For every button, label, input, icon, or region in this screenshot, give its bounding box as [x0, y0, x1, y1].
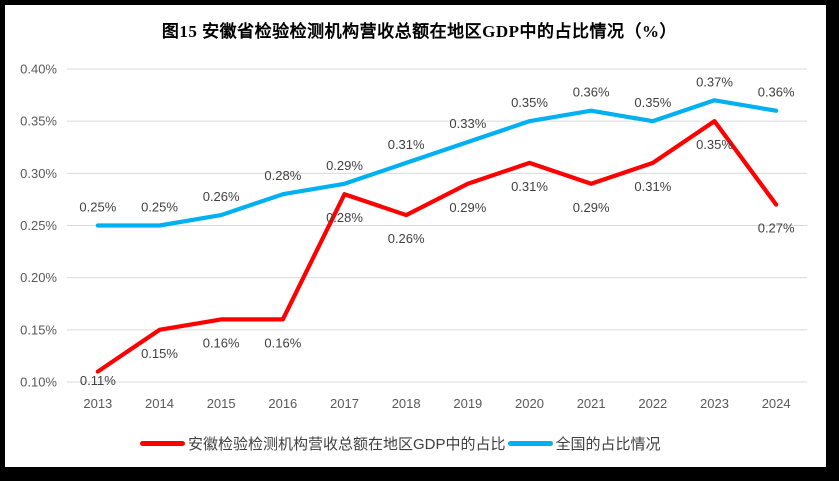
data-label-series-1: 0.36% — [573, 85, 610, 100]
x-axis-tick-label: 2016 — [268, 396, 297, 411]
data-label-series-1: 0.33% — [449, 116, 486, 131]
frame-border-left — [0, 0, 5, 481]
x-axis-tick-label: 2020 — [515, 396, 544, 411]
data-label-series-0: 0.28% — [326, 210, 363, 225]
x-axis-tick-label: 2023 — [700, 396, 729, 411]
y-axis-tick-label: 0.15% — [20, 322, 57, 337]
data-label-series-1: 0.37% — [696, 74, 733, 89]
data-label-series-1: 0.29% — [326, 158, 363, 173]
x-axis-tick-label: 2018 — [392, 396, 421, 411]
x-axis-tick-label: 2022 — [638, 396, 667, 411]
y-axis-tick-label: 0.10% — [20, 375, 57, 390]
y-axis-tick-label: 0.40% — [20, 62, 57, 77]
legend-swatch-blue-line — [507, 441, 553, 446]
data-label-series-1: 0.31% — [388, 137, 425, 152]
series-line-1 — [95, 98, 779, 228]
data-label-series-0: 0.31% — [511, 179, 548, 194]
data-label-series-0: 0.29% — [449, 200, 486, 215]
legend-label-national: 全国的占比情况 — [555, 436, 661, 453]
data-label-series-0: 0.16% — [203, 335, 240, 350]
x-axis-tick-label: 2013 — [83, 396, 112, 411]
x-axis-tick-label: 2021 — [577, 396, 606, 411]
data-label-series-1: 0.35% — [511, 95, 548, 110]
series-line-0 — [95, 119, 779, 374]
y-axis-tick-label: 0.20% — [20, 270, 57, 285]
frame-border-bottom — [0, 467, 839, 481]
data-label-series-0: 0.11% — [80, 373, 116, 388]
data-label-series-1: 0.28% — [264, 168, 301, 183]
data-label-series-0: 0.29% — [573, 200, 610, 215]
x-axis-tick-label: 2017 — [330, 396, 359, 411]
legend-swatch-red-line — [140, 441, 185, 446]
frame-border-top — [0, 0, 839, 5]
data-label-series-1: 0.26% — [203, 189, 240, 204]
data-label-series-0: 0.31% — [634, 179, 671, 194]
y-axis-tick-label: 0.30% — [20, 166, 57, 181]
data-label-series-1: 0.25% — [141, 200, 178, 215]
x-axis-tick-label: 2019 — [453, 396, 482, 411]
data-label-series-0: 0.16% — [264, 335, 301, 350]
y-axis-tick-label: 0.35% — [20, 114, 57, 129]
data-label-series-0: 0.27% — [758, 221, 795, 236]
data-label-series-0: 0.26% — [388, 231, 425, 246]
data-label-series-1: 0.25% — [79, 200, 116, 215]
legend-label-anhui: 安徽检验检测机构营收总额在地区GDP中的占比 — [188, 436, 506, 453]
y-axis-tick-label: 0.25% — [20, 218, 57, 233]
data-label-series-1: 0.35% — [634, 95, 671, 110]
legend-item-national: 全国的占比情况 — [507, 433, 661, 454]
chart-legend: 安徽检验检测机构营收总额在地区GDP中的占比 全国的占比情况 — [140, 433, 663, 454]
legend-item-anhui: 安徽检验检测机构营收总额在地区GDP中的占比 — [140, 433, 506, 454]
data-label-series-0: 0.15% — [141, 346, 178, 361]
data-label-series-1: 0.36% — [758, 85, 795, 100]
frame-border-right — [826, 0, 839, 481]
data-label-series-0: 0.35% — [696, 137, 733, 152]
x-axis-tick-label: 2014 — [145, 396, 174, 411]
chart-title: 图15 安徽省检验检测机构营收总额在地区GDP中的占比情况（%） — [161, 22, 678, 41]
x-axis-tick-label: 2015 — [207, 396, 236, 411]
x-axis-tick-label: 2024 — [762, 396, 791, 411]
